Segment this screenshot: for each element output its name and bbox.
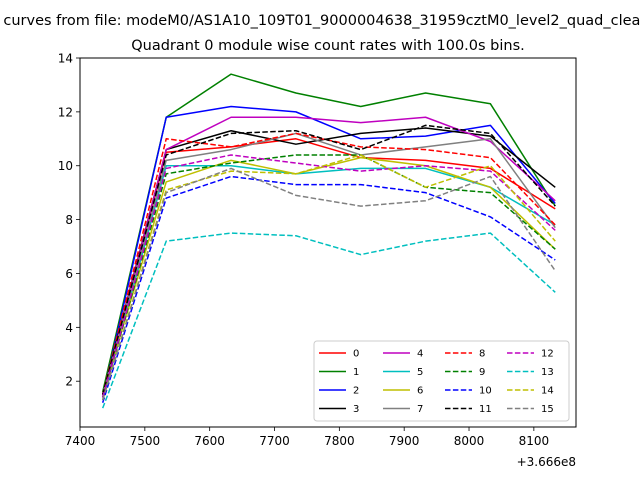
series-line-7 — [101, 132, 556, 395]
series-line-13 — [101, 232, 556, 409]
y-tick-label: 8 — [65, 213, 73, 227]
legend-item-14: 14 — [507, 386, 554, 397]
series-line-10 — [101, 175, 556, 403]
x-tick-label: 7500 — [130, 434, 161, 448]
legend-item-1: 1 — [319, 367, 359, 378]
legend-item-3: 3 — [319, 404, 359, 415]
series-line-15 — [101, 167, 556, 401]
series-line-3 — [101, 127, 556, 395]
legend-label: 14 — [541, 386, 554, 397]
legend-item-10: 10 — [445, 386, 492, 397]
legend-item-6: 6 — [383, 386, 423, 397]
x-tick-label: 7800 — [324, 434, 355, 448]
series-line-6 — [101, 156, 556, 395]
series-line-9 — [101, 154, 556, 398]
series-line-0 — [101, 138, 556, 395]
y-axis: 2 4 6 8 10 12 14 — [58, 52, 80, 389]
x-tick-label: 8000 — [454, 434, 485, 448]
x-tick-label: 7400 — [65, 434, 96, 448]
series-layer — [101, 73, 556, 409]
legend-item-4: 4 — [383, 349, 423, 360]
series-line-11 — [101, 124, 556, 395]
legend-label: 9 — [479, 367, 485, 378]
legend-label: 7 — [417, 404, 423, 415]
legend-label: 10 — [479, 386, 492, 397]
legend-item-9: 9 — [445, 367, 485, 378]
y-tick-label: 6 — [65, 267, 73, 281]
legend-frame — [313, 340, 570, 422]
legend-item-7: 7 — [383, 404, 423, 415]
plot-frame — [79, 57, 577, 428]
x-tick-label: 7900 — [389, 434, 420, 448]
legend-item-15: 15 — [507, 404, 554, 415]
legend-item-12: 12 — [507, 349, 554, 360]
legend-label: 0 — [353, 349, 359, 360]
legend-label: 12 — [541, 349, 554, 360]
x-tick-label: 7600 — [194, 434, 225, 448]
x-tick-label: 7700 — [259, 434, 290, 448]
legend-label: 15 — [541, 404, 554, 415]
series-line-1 — [101, 73, 556, 393]
legend-label: 8 — [479, 349, 485, 360]
legend-label: 13 — [541, 367, 554, 378]
legend-item-5: 5 — [383, 367, 423, 378]
series-line-4 — [101, 116, 556, 398]
legend-item-13: 13 — [507, 367, 554, 378]
legend-label: 6 — [417, 386, 423, 397]
x-tick-label: 8100 — [519, 434, 550, 448]
legend-item-11: 11 — [445, 404, 492, 415]
y-tick-label: 2 — [65, 375, 73, 389]
legend-label: 5 — [417, 367, 423, 378]
x-axis: 7400 7500 7600 7700 7800 7900 8000 8100 — [65, 427, 549, 448]
legend-label: 4 — [417, 349, 423, 360]
legend-label: 3 — [353, 404, 359, 415]
y-tick-label: 4 — [65, 321, 73, 335]
legend-item-8: 8 — [445, 349, 485, 360]
figure-suptitle: Light curves from file: modeM0/AS1A10_10… — [0, 13, 640, 29]
legend-label: 11 — [479, 404, 492, 415]
legend-item-0: 0 — [319, 349, 359, 360]
series-line-12 — [101, 154, 556, 398]
y-tick-label: 10 — [58, 159, 73, 173]
y-tick-label: 12 — [58, 105, 73, 119]
series-line-14 — [101, 154, 556, 401]
y-tick-label: 14 — [58, 52, 73, 66]
legend-item-2: 2 — [319, 386, 359, 397]
x-axis-offset-label: +3.666e8 — [517, 455, 576, 469]
legend-label: 1 — [353, 367, 359, 378]
legend-label: 2 — [353, 386, 359, 397]
series-line-2 — [101, 105, 556, 398]
chart-title: Quadrant 0 module wise count rates with … — [131, 38, 525, 54]
